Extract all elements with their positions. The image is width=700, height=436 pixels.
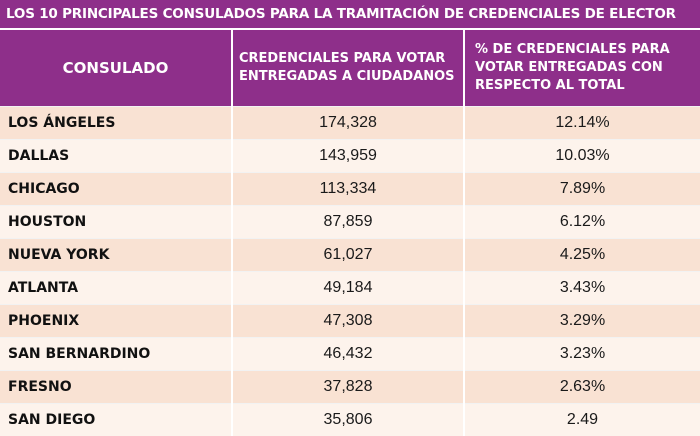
- table-row: ATLANTA 49,184 3.43%: [0, 270, 700, 304]
- consulado-cell: CHICAGO: [0, 171, 232, 205]
- credenciales-cell: 47,308: [231, 303, 464, 337]
- table-row: CHICAGO 113,334 7.89%: [0, 171, 700, 205]
- credenciales-cell: 174,328: [231, 105, 464, 139]
- header-row: CONSULADO CREDENCIALES PARA VOTAR ENTREG…: [0, 30, 700, 106]
- consulado-cell: DALLAS: [0, 138, 232, 172]
- table-title: LOS 10 PRINCIPALES CONSULADOS PARA LA TR…: [0, 0, 700, 28]
- consulado-cell: HOUSTON: [0, 204, 232, 238]
- credenciales-cell: 37,828: [231, 369, 464, 403]
- table-row: LOS ÁNGELES 174,328 12.14%: [0, 105, 700, 139]
- table-row: FRESNO 37,828 2.63%: [0, 369, 700, 403]
- porcentaje-cell: 12.14%: [463, 105, 700, 139]
- porcentaje-cell: 10.03%: [463, 138, 700, 172]
- porcentaje-cell: 6.12%: [463, 204, 700, 238]
- porcentaje-cell: 2.49: [463, 402, 700, 436]
- credenciales-cell: 35,806: [231, 402, 464, 436]
- credenciales-cell: 46,432: [231, 336, 464, 370]
- table-header: CONSULADO CREDENCIALES PARA VOTAR ENTREG…: [0, 30, 700, 106]
- header-porcentaje: % DE CREDENCIALES PARA VOTAR ENTREGADAS …: [463, 30, 700, 106]
- credenciales-cell: 143,959: [231, 138, 464, 172]
- consulado-cell: SAN BERNARDINO: [0, 336, 232, 370]
- consulado-cell: FRESNO: [0, 369, 232, 403]
- porcentaje-cell: 7.89%: [463, 171, 700, 205]
- header-consulado: CONSULADO: [0, 30, 232, 106]
- porcentaje-cell: 3.23%: [463, 336, 700, 370]
- credenciales-cell: 87,859: [231, 204, 464, 238]
- consulado-cell: ATLANTA: [0, 270, 232, 304]
- table-body: LOS ÁNGELES 174,328 12.14% DALLAS 143,959 10.…: [0, 105, 700, 436]
- consulado-cell: NUEVA YORK: [0, 237, 232, 271]
- porcentaje-cell: 2.63%: [463, 369, 700, 403]
- consulado-cell: SAN DIEGO: [0, 402, 232, 436]
- table-row: NUEVA YORK 61,027 4.25%: [0, 237, 700, 271]
- table-row: HOUSTON 87,859 6.12%: [0, 204, 700, 238]
- table-row: SAN BERNARDINO 46,432 3.23%: [0, 336, 700, 370]
- credenciales-cell: 49,184: [231, 270, 464, 304]
- table-row: SAN DIEGO 35,806 2.49: [0, 402, 700, 436]
- credenciales-cell: 61,027: [231, 237, 464, 271]
- porcentaje-cell: 4.25%: [463, 237, 700, 271]
- consulado-cell: PHOENIX: [0, 303, 232, 337]
- table-row: DALLAS 143,959 10.03%: [0, 138, 700, 172]
- table-row: PHOENIX 47,308 3.29%: [0, 303, 700, 337]
- consulado-cell: LOS ÁNGELES: [0, 105, 232, 139]
- consulates-table: CONSULADO CREDENCIALES PARA VOTAR ENTREG…: [0, 30, 700, 436]
- porcentaje-cell: 3.29%: [463, 303, 700, 337]
- header-credenciales: CREDENCIALES PARA VOTAR ENTREGADAS A CIU…: [231, 30, 464, 106]
- porcentaje-cell: 3.43%: [463, 270, 700, 304]
- credenciales-cell: 113,334: [231, 171, 464, 205]
